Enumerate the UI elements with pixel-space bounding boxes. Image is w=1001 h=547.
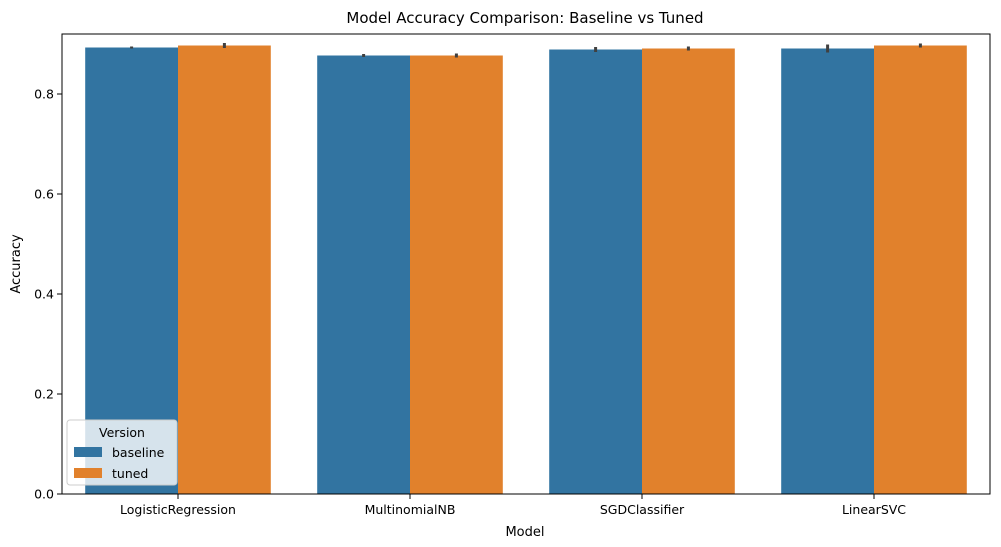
y-tick-label: 0.0 <box>34 487 54 502</box>
x-tick-label: LinearSVC <box>842 502 906 517</box>
legend-label-baseline: baseline <box>112 445 165 460</box>
y-axis-label: Accuracy <box>9 234 24 294</box>
legend-label-tuned: tuned <box>112 466 148 481</box>
bar-tuned-SGDClassifier <box>642 48 735 494</box>
y-tick-label: 0.6 <box>34 187 54 202</box>
legend-swatch-tuned <box>74 468 102 478</box>
axes-frame <box>61 33 991 495</box>
bar-baseline-MultinomialNB <box>317 55 410 494</box>
legend-title: Version <box>99 425 145 440</box>
legend: Version baseline tuned <box>66 419 178 486</box>
bar-tuned-LogisticRegression <box>178 45 271 494</box>
x-axis-label: Model <box>505 525 544 540</box>
x-tick-label: SGDClassifier <box>600 502 685 517</box>
bar-baseline-SGDClassifier <box>549 49 642 494</box>
y-tick-label: 0.4 <box>34 287 54 302</box>
y-tick-label: 0.2 <box>34 387 54 402</box>
legend-swatch-baseline <box>74 447 102 457</box>
x-tick-label: MultinomialNB <box>365 502 456 517</box>
x-tick-label: LogisticRegression <box>120 502 236 517</box>
chart-title: Model Accuracy Comparison: Baseline vs T… <box>346 9 703 27</box>
bar-tuned-LinearSVC <box>874 45 967 494</box>
y-tick-label: 0.8 <box>34 87 54 102</box>
bar-tuned-MultinomialNB <box>410 55 503 494</box>
bar-baseline-LinearSVC <box>781 48 874 494</box>
plot-area: 0.0 0.2 0.4 0.6 0.8 LogisticRegression Multino… <box>34 33 991 517</box>
